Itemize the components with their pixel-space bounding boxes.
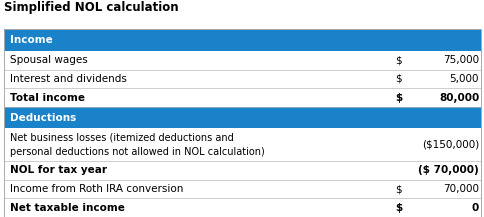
Text: Net business losses (itemized deductions and
personal deductions not allowed in : Net business losses (itemized deductions… [10, 133, 264, 157]
Bar [4, 29, 480, 217]
Text: $: $ [394, 74, 401, 84]
Text: Net taxable income: Net taxable income [10, 203, 124, 213]
Bar [4, 88, 480, 107]
Bar [4, 198, 480, 217]
Text: Income from Roth IRA conversion: Income from Roth IRA conversion [10, 184, 182, 194]
Text: Total income: Total income [10, 92, 85, 102]
Text: 80,000: 80,000 [438, 92, 478, 102]
Text: 0: 0 [471, 203, 478, 213]
Text: ($ 70,000): ($ 70,000) [418, 165, 478, 175]
Text: Income: Income [10, 35, 52, 45]
Text: NOL for tax year: NOL for tax year [10, 165, 106, 175]
Text: $: $ [394, 55, 401, 65]
Text: $: $ [394, 184, 401, 194]
Bar [4, 29, 480, 51]
Bar [4, 161, 480, 180]
Text: Interest and dividends: Interest and dividends [10, 74, 126, 84]
Text: $: $ [394, 203, 402, 213]
Bar [4, 70, 480, 88]
Text: 75,000: 75,000 [442, 55, 478, 65]
Text: Deductions: Deductions [10, 113, 76, 123]
Text: 70,000: 70,000 [442, 184, 478, 194]
Text: Simplified NOL calculation: Simplified NOL calculation [4, 1, 178, 14]
Text: ($150,000): ($150,000) [421, 140, 478, 150]
Bar [4, 107, 480, 128]
Text: $: $ [394, 92, 402, 102]
Bar [4, 51, 480, 70]
Bar [4, 128, 480, 161]
Text: Spousal wages: Spousal wages [10, 55, 87, 65]
Text: 5,000: 5,000 [449, 74, 478, 84]
Bar [4, 180, 480, 198]
